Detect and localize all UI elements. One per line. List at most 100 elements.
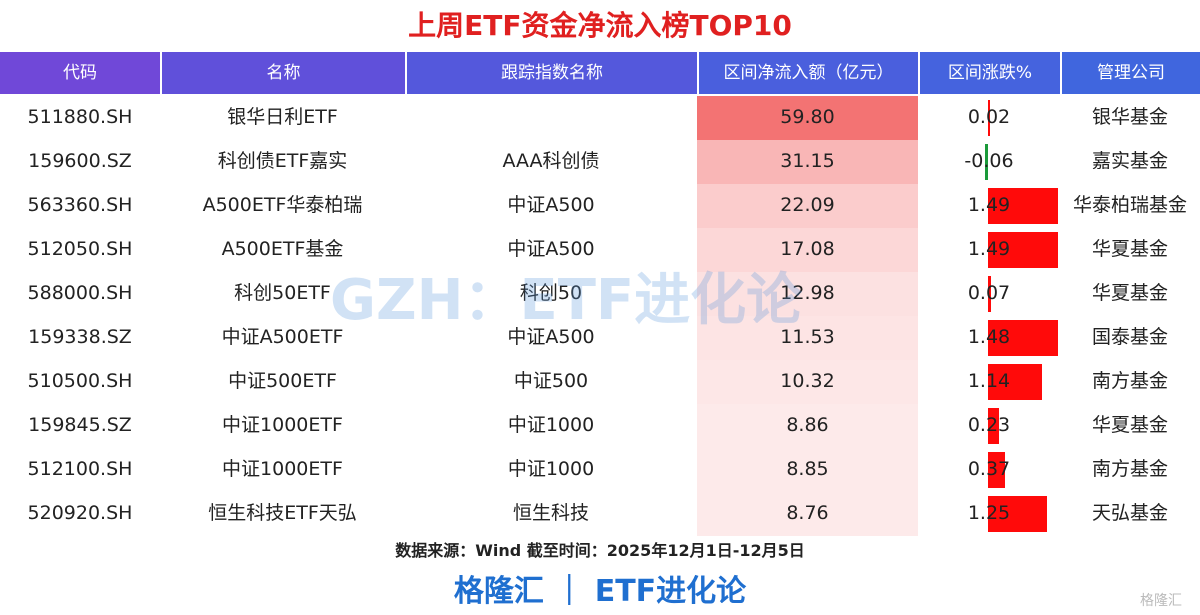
table-cell: 中证A500ETF: [221, 326, 344, 348]
title: 上周ETF资金净流入榜TOP10: [408, 9, 792, 42]
table-cell: 华泰柏瑞基金: [1072, 194, 1187, 216]
table-cell: AAA科创债: [502, 150, 600, 172]
header-cell: 区间净流入额（亿元）: [699, 52, 918, 94]
table-row: 511880.SH 银华日利ETF 59.80 0.02 银华基金: [0, 96, 1200, 140]
table-cell: 天弘基金: [1091, 502, 1168, 524]
table-cell: 11.53: [780, 326, 835, 348]
table-cell: 22.09: [780, 194, 835, 216]
inflow-bg: [697, 492, 918, 536]
table-cell: 华夏基金: [1091, 282, 1168, 304]
table-cell: 1.49: [967, 238, 1011, 260]
table-row: 512100.SH 中证1000ETF 中证1000 8.85 0.37 南方基金: [0, 448, 1200, 492]
table-row: 588000.SH 科创50ETF 科创50 12.98 0.07 华夏基金: [0, 272, 1200, 316]
table-cell: 1.48: [967, 326, 1011, 348]
table-cell: 159338.SZ: [28, 326, 132, 348]
table-cell: 中证500ETF: [228, 370, 337, 392]
table-cell: 中证500: [513, 370, 589, 392]
change-bar: [988, 276, 992, 312]
change-bar: [988, 452, 1006, 488]
change-bar: [988, 232, 1058, 268]
table-cell: 59.80: [780, 106, 835, 128]
table-cell: 国泰基金: [1091, 326, 1168, 348]
table-cell: 31.15: [780, 150, 835, 172]
table-cell: 中证1000: [507, 458, 595, 480]
table-cell: 0.23: [967, 414, 1011, 436]
table-cell: 512050.SH: [27, 238, 133, 260]
table-cell: 南方基金: [1091, 458, 1168, 480]
table-cell: 512100.SH: [27, 458, 133, 480]
table-cell: [405, 96, 697, 138]
change-bar: [988, 496, 1047, 532]
table-cell: 0.07: [967, 282, 1011, 304]
table-row: 512050.SH A500ETF基金 中证A500 17.08 1.49 华夏基金: [0, 228, 1200, 272]
table-cell: 159845.SZ: [28, 414, 132, 436]
table-cell: 12.98: [780, 282, 835, 304]
table-cell: 8.86: [786, 414, 829, 436]
table-cell: 510500.SH: [27, 370, 133, 392]
table-cell: 17.08: [780, 238, 835, 260]
inflow-bg: [697, 360, 918, 404]
corner-logo: 格隆汇: [1140, 593, 1182, 609]
table-cell: 8.85: [786, 458, 829, 480]
change-bar: [985, 144, 988, 180]
table: 代码 名称 跟踪指数名称 区间净流入额（亿元） 区间涨跌% 管理公司 511880.SH 银华…: [0, 52, 1200, 536]
table-cell: 8.76: [786, 502, 829, 524]
header-cell: 区间涨跌%: [920, 52, 1060, 94]
table-cell: 恒生科技ETF天弘: [208, 502, 357, 524]
inflow-bg: [697, 184, 918, 228]
table-cell: 中证1000ETF: [222, 414, 343, 436]
table-cell: 银华基金: [1091, 106, 1168, 128]
inflow-bg: [697, 448, 918, 492]
change-bar: [988, 320, 1058, 356]
header-row: 代码 名称 跟踪指数名称 区间净流入额（亿元） 区间涨跌% 管理公司: [0, 52, 1200, 96]
table-cell: 159600.SZ: [28, 150, 132, 172]
table-row: 159845.SZ 中证1000ETF 中证1000 8.86 0.23 华夏基金: [0, 404, 1200, 448]
inflow-bg: [697, 140, 918, 184]
table-row: 159600.SZ 科创债ETF嘉实 AAA科创债 31.15 -0.06 嘉实基金: [0, 140, 1200, 184]
header-cell: 跟踪指数名称: [407, 52, 697, 94]
table-cell: 中证A500: [507, 194, 595, 216]
inflow-bg: [697, 96, 918, 140]
table-cell: 中证A500: [507, 326, 595, 348]
table-cell: 南方基金: [1091, 370, 1168, 392]
table-row: 510500.SH 中证500ETF 中证500 10.32 1.14 南方基金: [0, 360, 1200, 404]
table-cell: 中证A500: [507, 238, 595, 260]
table-cell: 嘉实基金: [1091, 150, 1168, 172]
inflow-bg: [697, 316, 918, 360]
table-cell: 520920.SH: [27, 502, 133, 524]
table-cell: 科创50: [519, 282, 583, 304]
table-cell: 1.25: [967, 502, 1011, 524]
table-cell: -0.06: [964, 150, 1014, 172]
table-cell: 1.49: [967, 194, 1011, 216]
table-cell: 科创50ETF: [234, 282, 331, 304]
inflow-bg: [697, 272, 918, 316]
table-cell: 中证1000ETF: [222, 458, 343, 480]
inflow-bg: [697, 404, 918, 448]
table-cell: 0.02: [967, 106, 1011, 128]
table-cell: 银华日利ETF: [227, 106, 338, 128]
table-cell: 华夏基金: [1091, 414, 1168, 436]
inflow-bg: [697, 228, 918, 272]
table-cell: 1.14: [967, 370, 1011, 392]
table-row: 520920.SH 恒生科技ETF天弘 恒生科技 8.76 1.25 天弘基金: [0, 492, 1200, 536]
table-cell: 科创债ETF嘉实: [217, 150, 348, 172]
header-cell: 代码: [0, 52, 160, 94]
table-cell: A500ETF基金: [221, 238, 344, 260]
table-cell: 中证1000: [507, 414, 595, 436]
table-cell: 563360.SH: [27, 194, 133, 216]
change-bar: [988, 100, 990, 136]
table-cell: 10.32: [780, 370, 835, 392]
table-row: 563360.SH A500ETF华泰柏瑞 中证A500 22.09 1.49 华泰柏瑞基…: [0, 184, 1200, 228]
header-cell: 管理公司: [1062, 52, 1200, 94]
table-cell: A500ETF华泰柏瑞: [202, 194, 363, 216]
change-bar: [988, 408, 999, 444]
brand: 格隆汇 ｜ ETF进化论: [453, 574, 747, 609]
header-cell: 名称: [162, 52, 405, 94]
source: 数据来源：Wind 截至时间：2025年12月1日-12月5日: [395, 541, 805, 560]
table-cell: 0.37: [967, 458, 1011, 480]
table-cell: 588000.SH: [27, 282, 133, 304]
change-bar: [988, 188, 1058, 224]
table-cell: 511880.SH: [27, 106, 133, 128]
table-cell: 华夏基金: [1091, 238, 1168, 260]
